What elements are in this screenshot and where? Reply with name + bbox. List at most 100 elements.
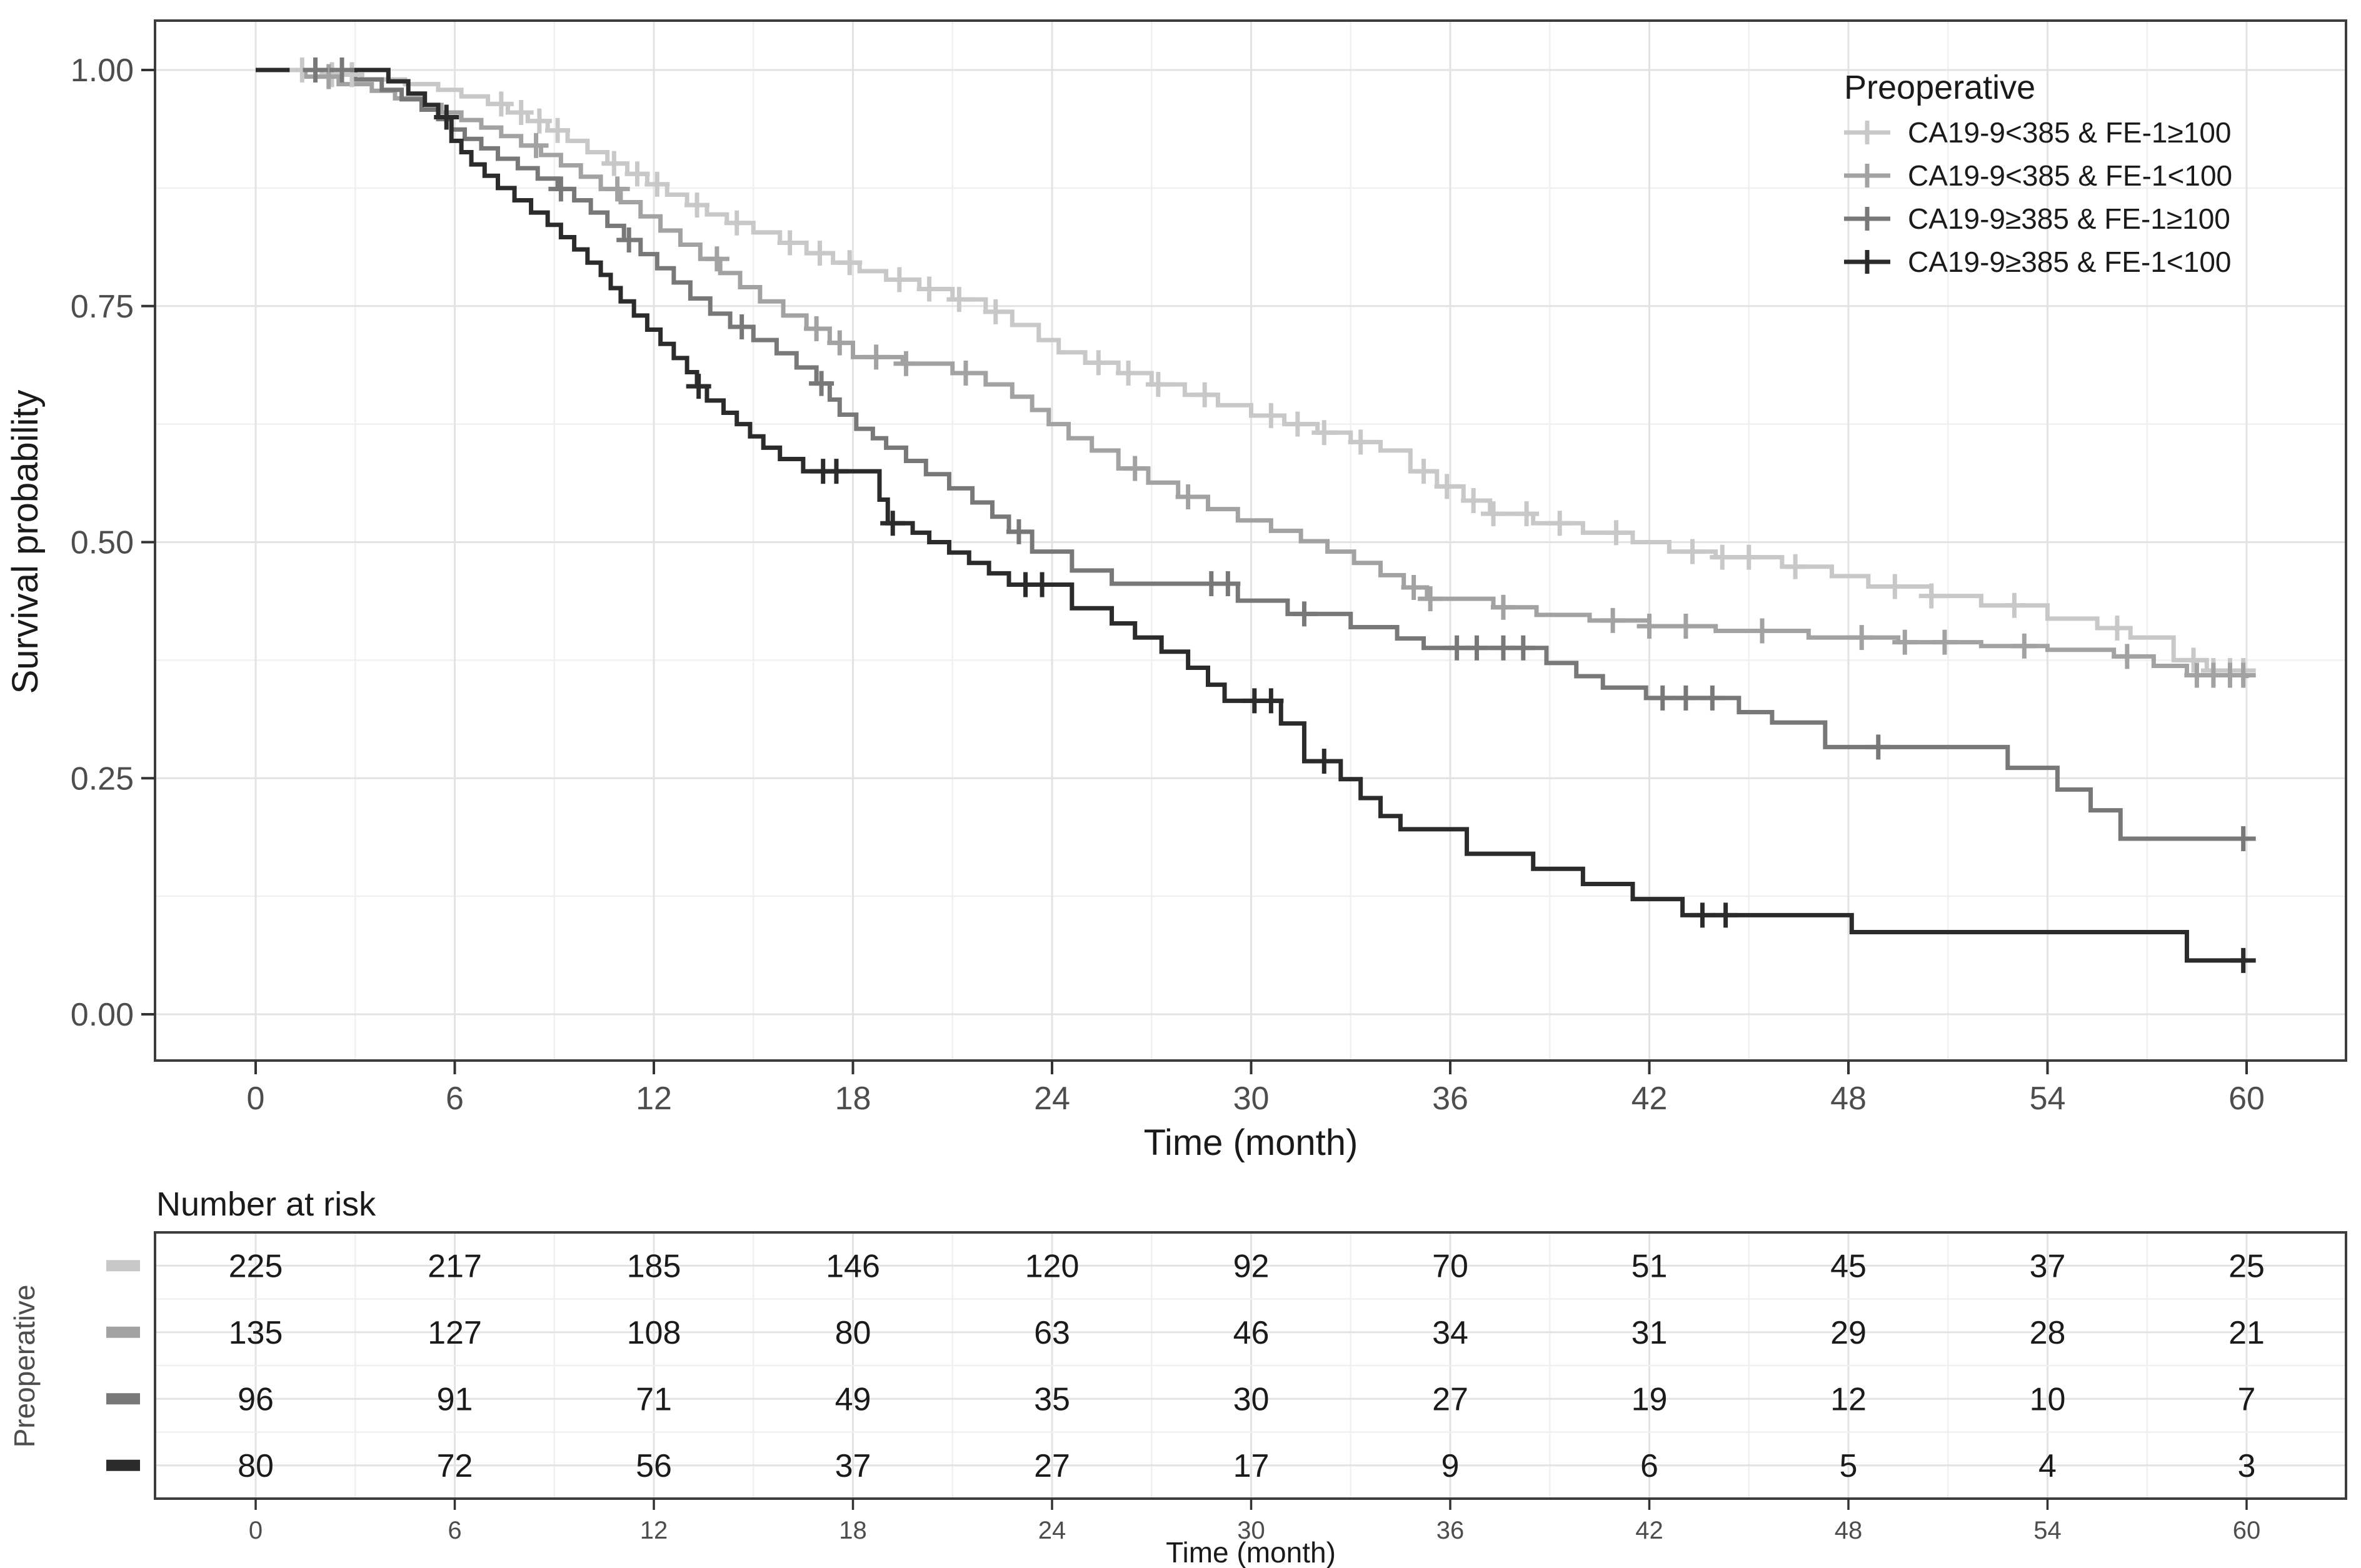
risk-count: 56: [636, 1448, 672, 1484]
risk-count: 4: [2038, 1448, 2057, 1484]
x-axis-title: Time (month): [1144, 1122, 1358, 1163]
risk-count: 37: [2030, 1248, 2066, 1284]
survival-curves: [256, 67, 2249, 963]
risk-y-axis-title: Preoperative: [8, 1285, 41, 1448]
x-tick-label: 6: [446, 1081, 464, 1117]
risk-count: 63: [1034, 1315, 1070, 1351]
legend-item: CA19-9≥385 & FE-1≥100: [1844, 202, 2230, 235]
x-tick-label: 36: [1432, 1081, 1468, 1117]
risk-x-tick-label: 0: [249, 1517, 263, 1544]
risk-count: 12: [1830, 1381, 1867, 1417]
risk-x-tick-label: 60: [2233, 1517, 2261, 1544]
risk-count: 31: [1632, 1315, 1668, 1351]
x-tick-label: 0: [247, 1081, 265, 1117]
risk-count: 46: [1233, 1315, 1270, 1351]
risk-table-keys: [106, 1260, 140, 1471]
risk-count: 3: [2238, 1448, 2256, 1484]
risk-count: 21: [2228, 1315, 2265, 1351]
risk-x-tick-label: 18: [839, 1517, 867, 1544]
legend-title: Preoperative: [1844, 69, 2035, 106]
risk-count: 27: [1432, 1381, 1468, 1417]
risk-count: 127: [428, 1315, 482, 1351]
risk-count: 80: [835, 1315, 871, 1351]
survival-curve-3: [256, 67, 2247, 841]
risk-count: 70: [1432, 1248, 1468, 1284]
x-tick-label: 48: [1830, 1081, 1867, 1117]
x-tick-label: 60: [2228, 1081, 2265, 1117]
y-tick-label: 0.25: [71, 761, 134, 797]
risk-count: 30: [1233, 1381, 1270, 1417]
risk-key-swatch: [106, 1393, 140, 1405]
risk-count: 49: [835, 1381, 871, 1417]
risk-count: 7: [2238, 1381, 2256, 1417]
y-tick-label: 0.75: [71, 289, 134, 325]
risk-count: 217: [428, 1248, 482, 1284]
risk-count: 37: [835, 1448, 871, 1484]
risk-count: 27: [1034, 1448, 1070, 1484]
legend-item-label: CA19-9<385 & FE-1≥100: [1908, 116, 2232, 149]
risk-count: 91: [437, 1381, 473, 1417]
risk-x-tick-label: 30: [1237, 1517, 1265, 1544]
risk-count: 108: [627, 1315, 681, 1351]
risk-x-tick-label: 24: [1038, 1517, 1066, 1544]
risk-count: 6: [1640, 1448, 1658, 1484]
x-tick-label: 18: [835, 1081, 871, 1117]
risk-count: 135: [229, 1315, 283, 1351]
risk-count: 96: [238, 1381, 274, 1417]
risk-axis-ticks: [254, 1499, 2248, 1510]
risk-count: 10: [2030, 1381, 2066, 1417]
x-tick-label: 12: [636, 1081, 672, 1117]
risk-count: 19: [1632, 1381, 1668, 1417]
main-axis-ticks: [141, 69, 2248, 1074]
risk-count: 17: [1233, 1448, 1270, 1484]
y-axis-title: Survival probability: [5, 390, 46, 694]
risk-count: 71: [636, 1381, 672, 1417]
risk-x-tick-label: 54: [2033, 1517, 2062, 1544]
risk-key-swatch: [106, 1326, 140, 1338]
legend-item: CA19-9<385 & FE-1≥100: [1844, 116, 2232, 149]
y-tick-label: 1.00: [71, 52, 134, 89]
legend-item: CA19-9<385 & FE-1<100: [1844, 159, 2232, 192]
risk-x-tick-label: 42: [1635, 1517, 1663, 1544]
x-tick-label: 24: [1034, 1081, 1070, 1117]
risk-count: 225: [229, 1248, 283, 1284]
risk-count: 45: [1830, 1248, 1867, 1284]
legend-item-label: CA19-9≥385 & FE-1<100: [1908, 246, 2232, 278]
risk-axis-tick-labels: 0 6 12 18 24 30 36 42 48 54 60: [249, 1517, 2260, 1544]
risk-count: 28: [2030, 1315, 2066, 1351]
legend-item-label: CA19-9<385 & FE-1<100: [1908, 159, 2232, 192]
survival-curve-4: [256, 67, 2247, 963]
risk-count: 34: [1432, 1315, 1468, 1351]
risk-count: 120: [1025, 1248, 1080, 1284]
x-tick-label: 30: [1233, 1081, 1270, 1117]
risk-x-tick-label: 12: [640, 1517, 668, 1544]
risk-count: 146: [826, 1248, 880, 1284]
legend-item: CA19-9≥385 & FE-1<100: [1844, 246, 2232, 278]
risk-table-title: Number at risk: [156, 1186, 376, 1223]
risk-x-tick-label: 6: [448, 1517, 461, 1544]
main-axis-tick-labels: 0 6 12 18 24 30 36 42 48 54 60 1.00 0.75 0.50 0.25 0.00: [71, 52, 2265, 1117]
risk-count: 9: [1441, 1448, 1460, 1484]
risk-count: 80: [238, 1448, 274, 1484]
x-tick-label: 54: [2030, 1081, 2066, 1117]
y-tick-label: 0.50: [71, 525, 134, 561]
risk-count: 51: [1632, 1248, 1668, 1284]
legend: Preoperative CA19-9<385 & FE-1≥100 CA19-…: [1844, 69, 2232, 278]
y-tick-label: 0.00: [71, 997, 134, 1033]
x-tick-label: 42: [1632, 1081, 1668, 1117]
risk-count: 5: [1840, 1448, 1858, 1484]
risk-count: 35: [1034, 1381, 1070, 1417]
risk-key-swatch: [106, 1260, 140, 1272]
risk-key-swatch: [106, 1459, 140, 1471]
risk-count: 92: [1233, 1248, 1270, 1284]
legend-item-label: CA19-9≥385 & FE-1≥100: [1908, 202, 2230, 235]
risk-count: 185: [627, 1248, 681, 1284]
risk-count: 72: [437, 1448, 473, 1484]
risk-count: 25: [2228, 1248, 2265, 1284]
risk-x-axis-title: Time (month): [1166, 1536, 1336, 1568]
censor-marks: [289, 57, 2256, 973]
risk-x-tick-label: 36: [1436, 1517, 1465, 1544]
